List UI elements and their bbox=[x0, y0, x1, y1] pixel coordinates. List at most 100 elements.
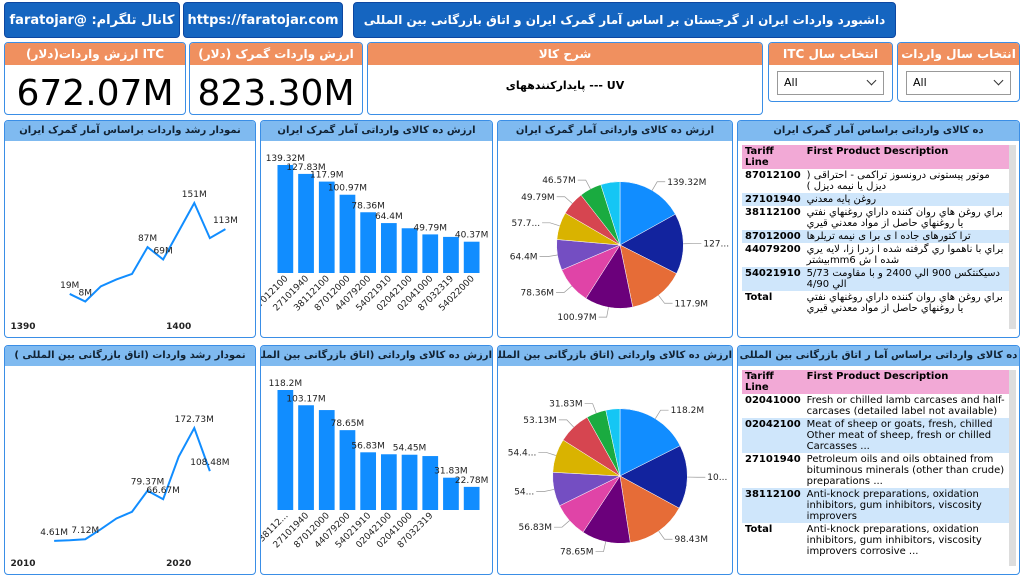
data-label: 46.57M bbox=[542, 176, 576, 186]
leader-line bbox=[595, 541, 607, 552]
scrollbar bbox=[1009, 145, 1016, 329]
row: 87012000 ترا کتورهای جاده ا ی برا ی نیمه … bbox=[742, 230, 1012, 243]
chart: 139.32M87012100127.83M27101940117.9M3811… bbox=[261, 154, 488, 314]
bar bbox=[339, 194, 356, 273]
slicer: انتخاب سال واردات All bbox=[897, 42, 1020, 102]
website[interactable]: https://faratojar.com bbox=[183, 2, 343, 38]
bar bbox=[360, 212, 377, 273]
bar bbox=[422, 456, 439, 510]
leader-line bbox=[539, 254, 558, 257]
cell: 02042100 bbox=[742, 418, 804, 453]
slicer: انتخاب سال ITC All bbox=[768, 42, 893, 102]
bar bbox=[401, 228, 418, 273]
data-label: 79.37M bbox=[131, 478, 165, 488]
panel: ده کالای وارداتی براساس آما ر اتاق بازرگ… bbox=[737, 345, 1020, 575]
column-header: First Product Description bbox=[803, 145, 1012, 169]
cell: 87012100 bbox=[745, 170, 801, 181]
panel-title: ارزش ده کالای وارداتی آمار گمرک ایران bbox=[261, 121, 492, 141]
table: Tariff Line First Product Description 8701… bbox=[742, 145, 1012, 315]
data-label: 78.65M bbox=[560, 548, 594, 558]
panel-title: نمودار رشد واردات براساس آمار گمرک ایران bbox=[5, 121, 255, 141]
leader-line bbox=[536, 489, 555, 492]
card-label: ارزش واردات(دلار) ITC bbox=[5, 43, 185, 65]
header-row: Tariff Line First Product Description bbox=[742, 145, 1012, 169]
data-label: 78.65M bbox=[331, 419, 365, 429]
data-label: 19M bbox=[60, 281, 79, 291]
pie-slice bbox=[619, 181, 676, 246]
x-tick-label: 1400 bbox=[166, 322, 191, 332]
leader-line bbox=[655, 409, 669, 419]
panel-title: ده کالای وارداتی براساس آمار گمرک ایران bbox=[738, 121, 1019, 141]
description-label: شرح کالا bbox=[368, 43, 762, 65]
panel: ارزش ده کالای وارداتی (اتاق بازرگانی بین… bbox=[497, 345, 733, 575]
data-label: 117.9M bbox=[675, 299, 709, 309]
data-label: 151M bbox=[182, 190, 207, 200]
slicer-label: انتخاب سال ITC bbox=[769, 43, 892, 65]
description-card: شرح کالا UV --- پایدارکنندههای bbox=[367, 42, 763, 115]
cell: 87012000 bbox=[742, 230, 804, 243]
bar bbox=[463, 486, 480, 510]
leader-line bbox=[658, 530, 673, 540]
chart: 139.32M 127... 117.9M 100.97M 78.36M 64.4M 57.… bbox=[510, 176, 729, 323]
column-header: Tariff Line bbox=[742, 145, 804, 169]
row: 27101940 روغن پايه معدني bbox=[742, 193, 1012, 206]
data-label: 53.13M bbox=[523, 416, 557, 426]
data-label: 66.67M bbox=[146, 486, 180, 496]
row: 02041000 Fresh or chilled lamb carcases a… bbox=[742, 394, 1012, 418]
table: Tariff Line First Product Description 0204… bbox=[742, 370, 1012, 558]
line bbox=[54, 425, 211, 542]
data-label: 7.12M bbox=[71, 526, 99, 536]
cell: Meat of sheep or goats, fresh, chilled O… bbox=[803, 418, 1012, 453]
panel: نمودار رشد واردات براساس آمار گمرک ایران… bbox=[4, 120, 256, 338]
bar bbox=[360, 452, 377, 510]
cell: Anti-knock preparations, oxidation inhib… bbox=[803, 488, 1012, 523]
telegram[interactable]: کانال تلگرام: @faratojar bbox=[4, 2, 180, 38]
bar bbox=[277, 165, 294, 273]
cell: Total bbox=[745, 292, 773, 303]
bar bbox=[380, 223, 397, 273]
dashboard-title: داشبورد واردات ایران از گرجستان بر اساس … bbox=[353, 2, 896, 38]
dropdown[interactable]: All bbox=[777, 71, 884, 95]
cell: 02041000 bbox=[745, 395, 801, 406]
data-label: 127.83M bbox=[286, 163, 325, 173]
header-row: Tariff Line First Product Description bbox=[742, 370, 1012, 394]
data-label: 100.97M bbox=[328, 184, 367, 194]
bar bbox=[422, 234, 439, 273]
cell: 38112100 bbox=[742, 488, 804, 523]
data-label: 108.48M bbox=[190, 458, 229, 468]
chart: 118.2M38112...103.17M271019408701200078.… bbox=[261, 379, 488, 551]
data-label: 56.83M bbox=[519, 523, 553, 533]
panel: ارزش ده کالای وارداتی آمار گمرک ایران 139… bbox=[260, 120, 493, 338]
row: 54021910 دسيکنتکس 900 الي 2400 و با مقاوم… bbox=[742, 267, 1012, 291]
bar bbox=[443, 236, 459, 273]
dropdown[interactable]: All bbox=[906, 71, 1011, 95]
data-label: 118.2M bbox=[269, 379, 303, 389]
data-label: 127... bbox=[703, 240, 729, 250]
cell: دسيکنتکس 900 الي 2400 و با مقاومت 5/73 ا… bbox=[803, 267, 1012, 291]
leader-line bbox=[538, 452, 556, 456]
data-label: 117.9M bbox=[310, 171, 344, 181]
panel: ارزش ده کالای وارداتی (اتاق بازرگانی بین… bbox=[260, 345, 493, 575]
description-value: UV --- پایدارکنندههای bbox=[505, 79, 625, 92]
cell: Total bbox=[745, 524, 773, 535]
cell: 27101940 bbox=[742, 193, 804, 206]
data-label: 98.43M bbox=[674, 535, 708, 545]
data-label: 10... bbox=[707, 473, 727, 483]
bar bbox=[277, 390, 294, 510]
cell: براي با ناهموا ري گرفته شده ا زدرا زا، ل… bbox=[806, 244, 1004, 266]
leader-line bbox=[554, 520, 570, 528]
cell: 54021910 bbox=[742, 267, 804, 291]
bar bbox=[339, 430, 356, 510]
leader-line bbox=[556, 285, 572, 293]
row: Total Anti-knock preparations, oxidation … bbox=[742, 523, 1012, 558]
leader-line bbox=[651, 181, 666, 191]
leader-line bbox=[658, 295, 673, 304]
data-label: 103.17M bbox=[286, 394, 325, 404]
pie-slice bbox=[619, 213, 684, 274]
panel: ارزش ده کالای وارداتی آمار گمرک ایران 139… bbox=[497, 120, 733, 338]
leader-line bbox=[542, 222, 560, 227]
column-header: Tariff Line bbox=[742, 370, 804, 394]
bar bbox=[318, 181, 335, 273]
data-label: 54.4... bbox=[508, 448, 537, 458]
